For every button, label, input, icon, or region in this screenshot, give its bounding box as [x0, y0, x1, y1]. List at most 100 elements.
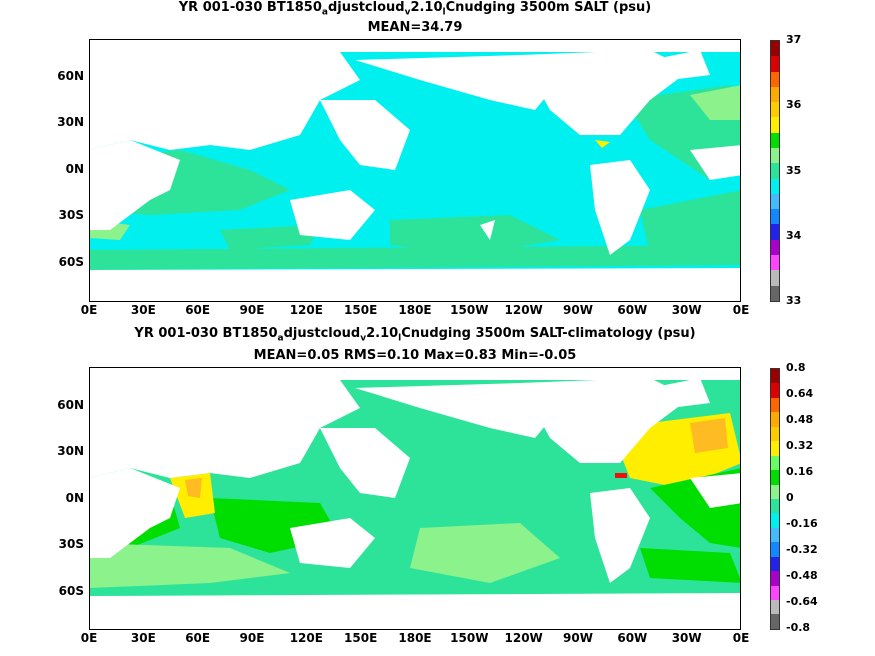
- panel1-lat-label: 60N: [57, 69, 84, 83]
- panel2-colorbar-label: 0.64: [786, 387, 814, 400]
- lon-label: 60E: [185, 303, 211, 317]
- lon-label: 120E: [289, 631, 323, 645]
- lon-label: 150W: [450, 631, 489, 645]
- panel1-title-mid1: djustcloud: [327, 0, 405, 15]
- panel2-colorbar-label: -0.16: [786, 517, 818, 530]
- lon-label: 150E: [344, 303, 378, 317]
- panel2-title-mid1: djustcloud: [283, 326, 361, 341]
- lon-label: 90W: [563, 631, 593, 645]
- panel1-colorbar-label: 37: [786, 33, 802, 46]
- lon-label: 30W: [671, 631, 702, 645]
- colorbar-segment: [771, 132, 779, 148]
- colorbar-segment: [771, 239, 779, 255]
- colorbar-segment: [771, 542, 779, 557]
- panel1-title-sub2: v: [404, 7, 411, 18]
- colorbar-segment: [771, 285, 779, 301]
- panel2-title-sub3: l: [398, 333, 402, 344]
- colorbar-segment: [771, 470, 779, 485]
- panel1-lat-label: 0N: [65, 162, 84, 176]
- panel1-colorbar-label: 36: [786, 98, 802, 111]
- colorbar-segment: [771, 426, 779, 442]
- panel1-title-sub1: a: [321, 7, 328, 18]
- lon-label: 180E: [398, 303, 432, 317]
- panel1-title-mid2: 2.10: [410, 0, 443, 15]
- colorbar-segment: [771, 102, 779, 118]
- colorbar-segment: [771, 163, 779, 179]
- panel2-lat-label: 0N: [65, 491, 84, 505]
- colorbar-segment: [771, 571, 779, 586]
- colorbar-segment: [771, 513, 779, 528]
- panel2-colorbar-label: 0.8: [786, 361, 806, 374]
- lon-label: 90E: [239, 631, 265, 645]
- panel2-map-field: [90, 368, 740, 629]
- colorbar-segment: [771, 178, 779, 194]
- lon-label: 60W: [617, 303, 648, 317]
- lon-label: 120W: [504, 631, 543, 645]
- panel1-map-field: [90, 40, 740, 301]
- panel1-lat-label: 60S: [58, 255, 84, 269]
- lon-label: 90W: [563, 303, 593, 317]
- panel1-map: [89, 39, 741, 302]
- panel1-lat-label: 30S: [58, 208, 84, 222]
- colorbar-segment: [771, 556, 779, 572]
- colorbar-segment: [771, 383, 779, 398]
- panel2-title: YR 001-030 BT1850adjustcloudv2.10lCnudgi…: [0, 326, 830, 347]
- panel1-lat-label: 30N: [57, 115, 84, 129]
- panel2-lat-label: 30N: [57, 444, 84, 458]
- panel2-title-mid2: 2.10: [366, 326, 399, 341]
- colorbar-segment: [771, 585, 779, 600]
- panel2-title-sub1: a: [277, 333, 284, 344]
- panel2-colorbar-label: 0.48: [786, 413, 814, 426]
- panel2-colorbar: [770, 368, 780, 630]
- colorbar-segment: [771, 254, 779, 271]
- panel1-title-prefix: YR 001-030 BT1850: [178, 0, 322, 15]
- colorbar-segment: [771, 498, 779, 514]
- lon-label: 30E: [130, 303, 156, 317]
- colorbar-segment: [771, 455, 779, 471]
- lon-label: 120W: [504, 303, 543, 317]
- colorbar-segment: [771, 484, 779, 499]
- panel2-lat-label: 30S: [58, 537, 84, 551]
- colorbar-segment: [771, 270, 779, 286]
- lon-label: 90E: [239, 303, 265, 317]
- colorbar-segment: [771, 397, 779, 413]
- panel2-title-prefix: YR 001-030 BT1850: [134, 326, 278, 341]
- colorbar-segment: [771, 412, 779, 427]
- colorbar-segment: [771, 209, 779, 225]
- panel1-colorbar: [770, 40, 780, 302]
- panel1-stats: MEAN=34.79: [367, 20, 463, 35]
- lon-label: 0E: [732, 303, 750, 317]
- colorbar-segment: [771, 193, 779, 210]
- colorbar-segment: [771, 147, 779, 164]
- lon-label: 0E: [80, 303, 98, 317]
- panel2-stats: MEAN=0.05 RMS=0.10 Max=0.83 Min=-0.05: [253, 348, 577, 363]
- lon-label: 0E: [80, 631, 98, 645]
- panel2-map: [89, 367, 741, 630]
- panel2-colorbar-label: -0.48: [786, 569, 818, 582]
- colorbar-segment: [771, 224, 779, 240]
- lon-label: 120E: [289, 303, 323, 317]
- lon-label: 60E: [185, 631, 211, 645]
- panel2-colorbar-label: -0.8: [786, 621, 811, 634]
- panel1-colorbar-label: 34: [786, 229, 802, 242]
- colorbar-segment: [771, 56, 779, 72]
- panel1-colorbar-label: 33: [786, 294, 802, 307]
- panel2-colorbar-label: 0.32: [786, 439, 814, 452]
- colorbar-segment: [771, 441, 779, 456]
- colorbar-segment: [771, 527, 779, 543]
- colorbar-segment: [771, 71, 779, 87]
- lon-label: 150W: [450, 303, 489, 317]
- panel2-colorbar-label: 0: [786, 491, 794, 504]
- colorbar-segment: [771, 614, 779, 629]
- lon-label: 150E: [344, 631, 378, 645]
- colorbar-segment: [771, 41, 779, 57]
- lon-label: 30W: [671, 303, 702, 317]
- panel2-colorbar-label: 0.16: [786, 465, 814, 478]
- panel2-lat-label: 60S: [58, 584, 84, 598]
- colorbar-segment: [771, 117, 779, 133]
- panel1-colorbar-label: 35: [786, 164, 802, 177]
- lon-label: 60W: [617, 631, 648, 645]
- panel2-title-sub2: v: [360, 333, 367, 344]
- lon-label: 0E: [732, 631, 750, 645]
- panel1-title: YR 001-030 BT1850adjustcloudv2.10lCnudgi…: [0, 0, 830, 21]
